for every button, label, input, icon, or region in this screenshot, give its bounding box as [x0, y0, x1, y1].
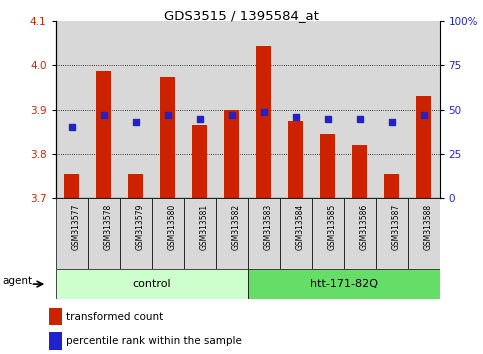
Bar [376, 21, 408, 198]
Bar [87, 21, 120, 198]
Text: GSM313583: GSM313583 [264, 204, 272, 250]
Text: GSM313581: GSM313581 [199, 204, 209, 250]
Bar [248, 21, 280, 198]
Point [68, 125, 75, 130]
Point [324, 116, 331, 121]
Bar [248, 198, 280, 269]
Text: GSM313584: GSM313584 [296, 204, 305, 250]
Text: GDS3515 / 1395584_at: GDS3515 / 1395584_at [164, 9, 319, 22]
Bar [408, 21, 440, 198]
Point [196, 116, 203, 121]
Text: agent: agent [3, 276, 33, 286]
Point [164, 112, 171, 118]
Bar [215, 198, 248, 269]
Text: GSM313585: GSM313585 [327, 204, 337, 250]
Bar [120, 21, 152, 198]
Text: transformed count: transformed count [66, 312, 163, 321]
Bar [96, 71, 111, 198]
Bar [312, 21, 343, 198]
Bar [343, 21, 376, 198]
Bar [184, 198, 215, 269]
Text: GSM313578: GSM313578 [103, 204, 113, 250]
Bar [215, 21, 248, 198]
Bar [120, 198, 152, 269]
Point [420, 112, 427, 118]
Text: percentile rank within the sample: percentile rank within the sample [66, 336, 242, 346]
Text: GSM313582: GSM313582 [231, 204, 241, 250]
Bar [384, 174, 399, 198]
Bar [152, 198, 184, 269]
Bar [343, 198, 376, 269]
Bar [56, 269, 248, 299]
Bar [256, 46, 271, 198]
Bar [248, 269, 440, 299]
Bar [152, 21, 184, 198]
Text: htt-171-82Q: htt-171-82Q [310, 279, 378, 289]
Bar [56, 21, 87, 198]
Text: GSM313580: GSM313580 [168, 204, 177, 250]
Point [355, 116, 363, 121]
Bar [352, 145, 367, 198]
Bar [87, 198, 120, 269]
Bar [160, 76, 175, 198]
Bar [376, 198, 408, 269]
Text: GSM313587: GSM313587 [392, 204, 400, 250]
Bar [49, 332, 62, 350]
Bar [312, 198, 343, 269]
Point [292, 114, 299, 120]
Text: control: control [132, 279, 171, 289]
Bar [408, 198, 440, 269]
Bar [280, 198, 312, 269]
Text: GSM313579: GSM313579 [136, 204, 144, 250]
Bar [49, 308, 62, 325]
Text: GSM313577: GSM313577 [71, 204, 81, 250]
Bar [192, 125, 207, 198]
Bar [128, 174, 143, 198]
Point [227, 112, 235, 118]
Bar [416, 96, 431, 198]
Text: GSM313588: GSM313588 [424, 204, 433, 250]
Point [132, 119, 140, 125]
Point [388, 119, 396, 125]
Bar [184, 21, 215, 198]
Bar [224, 110, 239, 198]
Bar [320, 134, 335, 198]
Bar [64, 174, 79, 198]
Bar [56, 198, 87, 269]
Bar [288, 121, 303, 198]
Point [260, 109, 268, 114]
Bar [280, 21, 312, 198]
Point [99, 112, 107, 118]
Text: GSM313586: GSM313586 [359, 204, 369, 250]
